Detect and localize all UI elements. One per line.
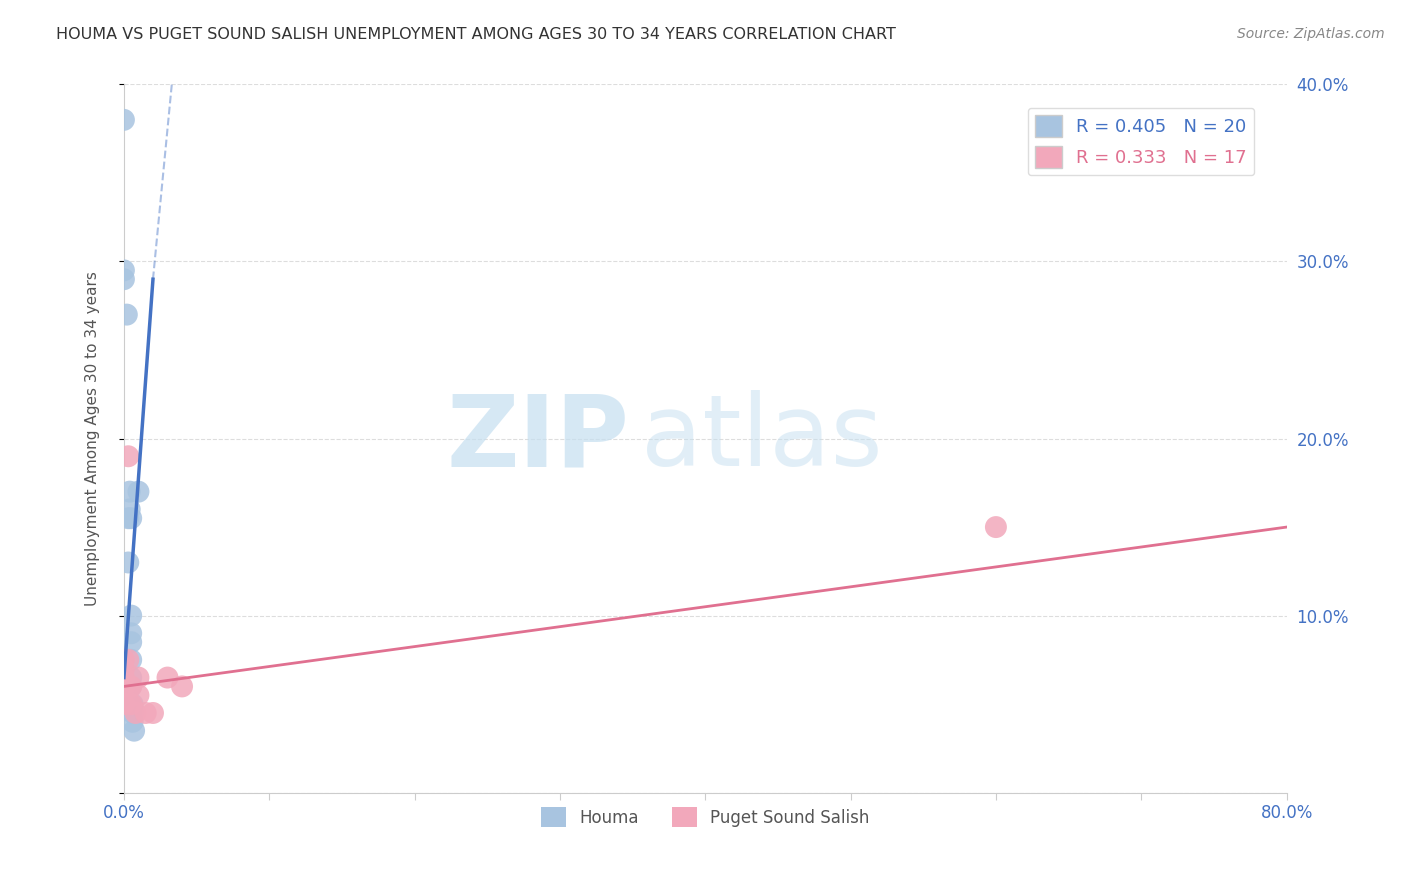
Point (112, 697, 135, 711)
Point (112, 680, 135, 694)
Text: Source: ZipAtlas.com: Source: ZipAtlas.com (1237, 27, 1385, 41)
Point (121, 697, 143, 711)
Point (112, 662, 135, 676)
Point (117, 511, 139, 525)
Point (112, 653, 135, 667)
Point (120, 680, 142, 694)
Point (156, 671, 179, 685)
Point (122, 723, 145, 738)
Point (135, 706, 157, 720)
Point (120, 511, 142, 525)
Point (127, 484, 149, 499)
Legend: Houma, Puget Sound Salish: Houma, Puget Sound Salish (534, 800, 876, 834)
Text: ZIP: ZIP (447, 390, 630, 487)
Point (120, 680, 142, 694)
Point (121, 714, 143, 729)
Point (117, 653, 139, 667)
Point (112, 671, 135, 685)
Point (124, 706, 146, 720)
Point (142, 706, 165, 720)
Point (112, 263, 135, 277)
Point (118, 484, 141, 499)
Point (120, 671, 142, 685)
Point (120, 697, 142, 711)
Point (120, 653, 142, 667)
Point (112, 112, 135, 127)
Y-axis label: Unemployment Among Ages 30 to 34 years: Unemployment Among Ages 30 to 34 years (86, 271, 100, 606)
Point (127, 671, 149, 685)
Point (127, 688, 149, 702)
Point (120, 626, 142, 640)
Point (112, 272, 135, 286)
Point (117, 449, 139, 463)
Point (120, 635, 142, 649)
Point (170, 680, 193, 694)
Text: HOUMA VS PUGET SOUND SALISH UNEMPLOYMENT AMONG AGES 30 TO 34 YEARS CORRELATION C: HOUMA VS PUGET SOUND SALISH UNEMPLOYMENT… (56, 27, 896, 42)
Point (117, 556, 139, 570)
Point (984, 520, 1007, 534)
Point (118, 502, 141, 516)
Point (115, 308, 138, 322)
Point (120, 608, 142, 623)
Text: atlas: atlas (641, 390, 883, 487)
Point (121, 706, 143, 720)
